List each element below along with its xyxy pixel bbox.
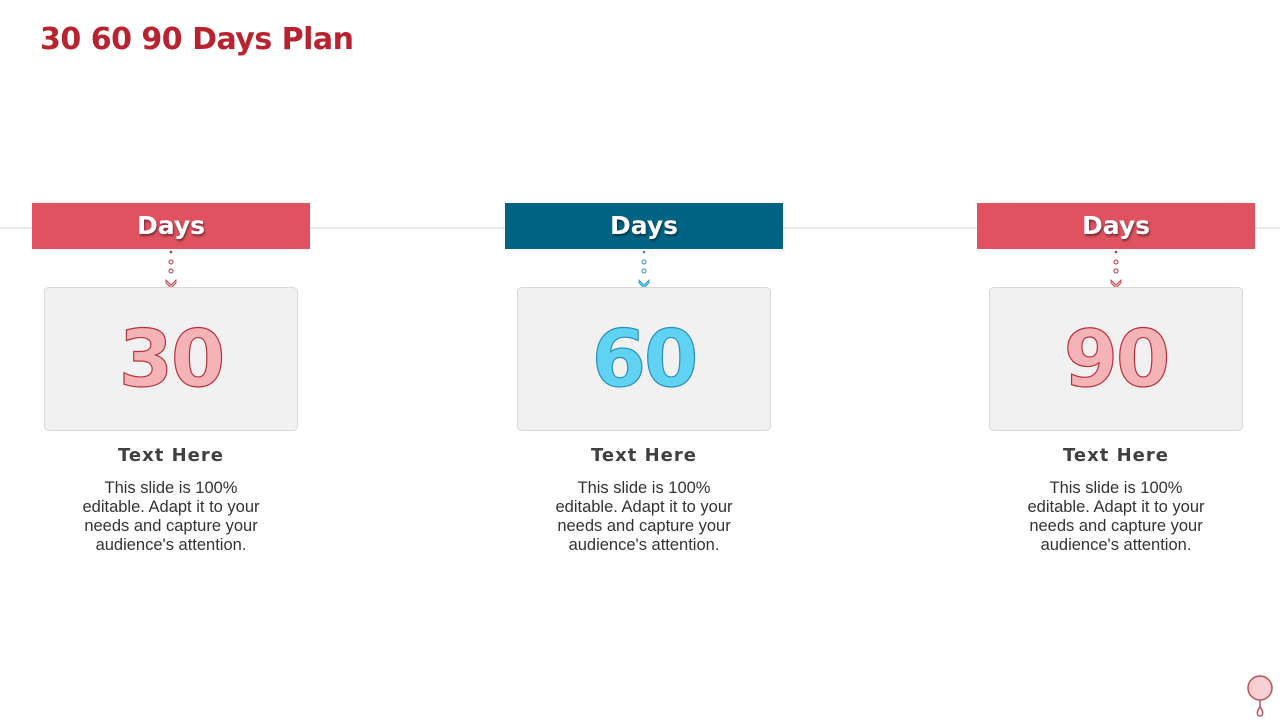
day-number: 60 <box>591 314 699 405</box>
column-body: This slide is 100% editable. Adapt it to… <box>1027 479 1205 554</box>
day-number: 90 <box>1063 314 1171 405</box>
column-heading: Text Here <box>118 445 224 466</box>
number-box: 60 <box>517 287 771 431</box>
page-title: 30 60 90 Days Plan <box>40 22 354 57</box>
column-body: This slide is 100% editable. Adapt it to… <box>555 479 733 554</box>
dotted-arrow-icon <box>1110 250 1122 289</box>
days-banner: Days <box>505 203 783 249</box>
days-banner: Days <box>977 203 1255 249</box>
plan-column-60: Days 60 Text Here This slide is 100% edi… <box>505 203 783 554</box>
plan-column-90: Days 90 Text Here This slide is 100% edi… <box>977 203 1255 554</box>
dotted-arrow-icon <box>638 250 650 289</box>
column-heading: Text Here <box>591 445 697 466</box>
column-body: This slide is 100% editable. Adapt it to… <box>82 479 260 554</box>
number-box: 90 <box>989 287 1243 431</box>
days-banner: Days <box>32 203 310 249</box>
dotted-arrow-icon <box>165 250 177 289</box>
day-number: 30 <box>118 314 226 405</box>
pin-logo-icon <box>1247 675 1273 717</box>
number-box: 30 <box>44 287 298 431</box>
column-heading: Text Here <box>1063 445 1169 466</box>
plan-column-30: Days 30 Text Here This slide is 100% edi… <box>32 203 310 554</box>
